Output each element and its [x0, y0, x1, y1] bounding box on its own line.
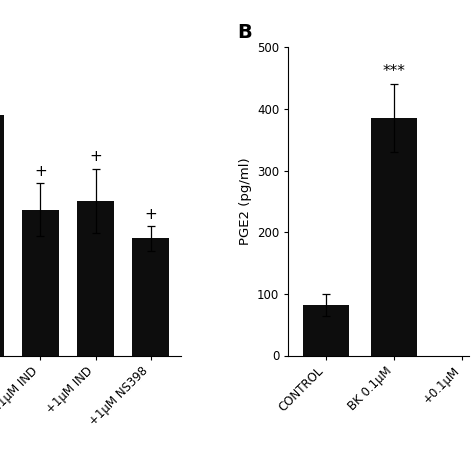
Bar — [77, 201, 114, 356]
Bar — [303, 305, 349, 356]
Text: +: + — [144, 207, 157, 221]
Text: +: + — [34, 164, 47, 179]
Bar — [132, 238, 169, 356]
Text: B: B — [238, 23, 253, 42]
Y-axis label: PGE2 (pg/ml): PGE2 (pg/ml) — [238, 158, 252, 245]
Text: +: + — [89, 149, 102, 164]
Bar — [0, 115, 4, 356]
Bar — [371, 118, 418, 356]
Text: ***: *** — [383, 64, 406, 80]
Bar — [22, 210, 59, 356]
